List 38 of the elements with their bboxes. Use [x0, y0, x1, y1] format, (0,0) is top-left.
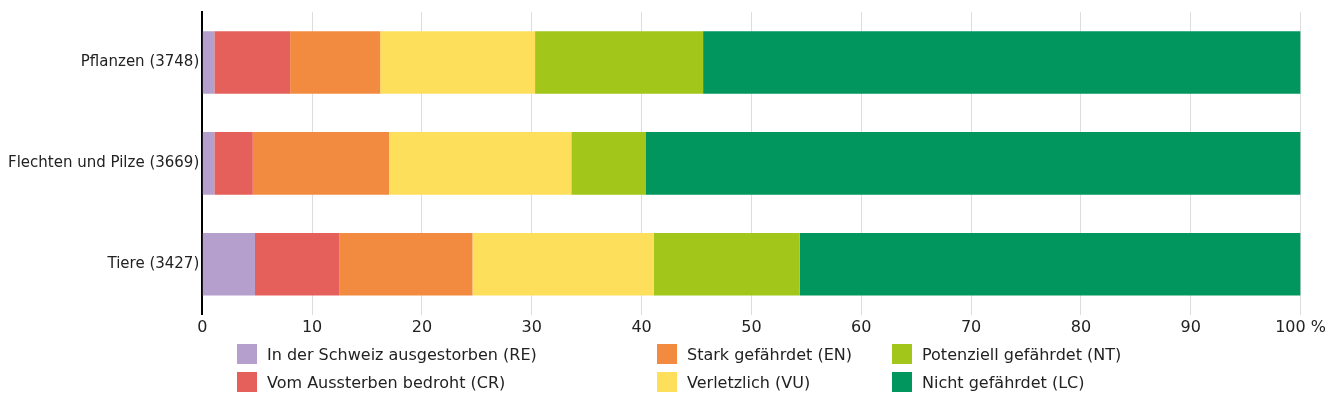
bar — [339, 233, 473, 296]
x-tick-label: 30 — [521, 316, 542, 336]
x-tick-label: 90 — [1180, 316, 1201, 336]
bar — [202, 233, 255, 296]
x-tick-label: 0 — [197, 316, 208, 336]
x-tick-label: 70 — [960, 316, 982, 336]
legend-label: Vom Aussterben bedroht (CR) — [266, 371, 507, 394]
bar — [571, 132, 646, 195]
x-tick-label: 60 — [851, 316, 872, 336]
bar — [290, 31, 381, 94]
x-tick-label: 40 — [631, 316, 652, 336]
y-tick-label: Flechten und Pilze (3669) — [8, 153, 200, 172]
legend-label: In der Schweiz ausgestorben (RE) — [266, 343, 538, 366]
y-tick-label: Pflanzen (3748) — [80, 52, 200, 71]
bar — [653, 233, 800, 296]
bar — [703, 31, 1301, 94]
x-tick-label: 50 — [741, 316, 762, 336]
bar — [252, 132, 389, 195]
bar — [645, 132, 1301, 195]
bar — [202, 31, 215, 94]
bar — [380, 31, 536, 94]
y-tick-label: Tiere (3427) — [106, 254, 200, 273]
x-tick-label: 10 — [301, 316, 323, 336]
bar — [799, 233, 1301, 296]
bar — [254, 233, 340, 296]
legend-label: Potenziell gefährdet (NT) — [921, 343, 1123, 366]
legend-label: Nicht gefährdet (LC) — [921, 371, 1086, 394]
legend-label: Stark gefährdet (EN) — [686, 343, 853, 366]
x-tick-label: 80 — [1070, 316, 1092, 336]
x-tick-label: 20 — [411, 316, 433, 336]
bar — [214, 31, 291, 94]
x-tick-label: 100 % — [1275, 316, 1326, 336]
bar — [388, 132, 572, 195]
bar — [214, 132, 253, 195]
bar — [472, 233, 654, 296]
legend-label: Verletzlich (VU) — [686, 371, 812, 394]
bar — [202, 132, 215, 195]
bar — [535, 31, 704, 94]
